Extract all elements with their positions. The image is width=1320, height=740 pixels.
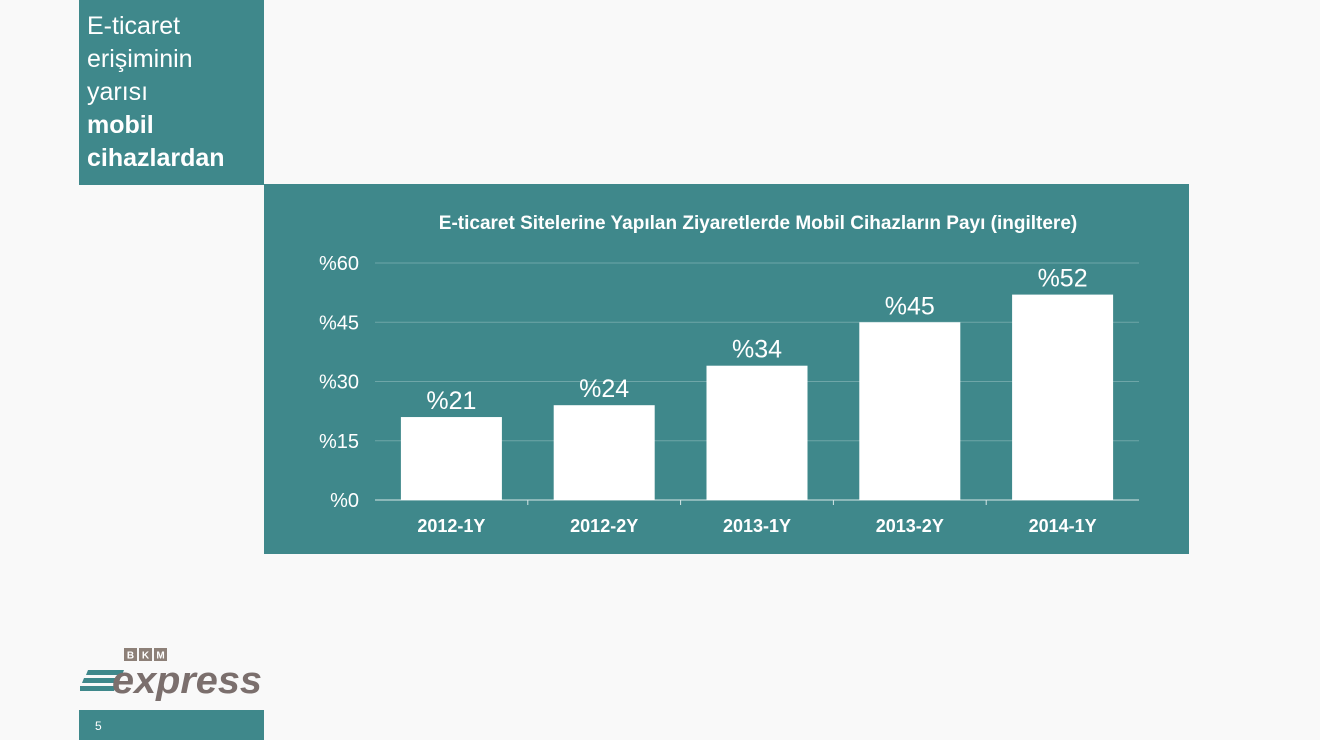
data-label: %52 — [1038, 265, 1088, 293]
x-tick-label: 2013-1Y — [723, 516, 791, 536]
slide-title: E-ticaret erişiminin yarısı mobil cihazl… — [79, 0, 264, 185]
title-line-bold: mobil — [87, 111, 154, 139]
bar-chart: E-ticaret Sitelerine Yapılan Ziyaretlerd… — [319, 213, 1139, 536]
data-label: %45 — [885, 292, 935, 320]
svg-text:M: M — [156, 651, 164, 662]
chart-panel: E-ticaret Sitelerine Yapılan Ziyaretlerd… — [264, 184, 1189, 554]
svg-text:B: B — [127, 651, 134, 662]
page-number-box: 5 — [79, 710, 264, 740]
svg-text:express: express — [112, 660, 262, 702]
y-tick-label: %30 — [319, 372, 359, 394]
data-label: %24 — [579, 375, 629, 403]
svg-text:K: K — [142, 651, 150, 662]
bkm-letter-boxes: B K M — [124, 648, 167, 662]
chart-title: E-ticaret Sitelerine Yapılan Ziyaretlerd… — [439, 213, 1077, 234]
x-tick-label: 2012-2Y — [570, 516, 638, 536]
y-tick-label: %45 — [319, 312, 359, 334]
data-label: %34 — [732, 336, 782, 364]
y-tick-label: %60 — [319, 253, 359, 275]
title-line: erişiminin — [87, 45, 193, 73]
title-line-bold: cihazlardan — [87, 144, 225, 172]
y-tick-label: %0 — [330, 490, 359, 512]
bkm-express-logo: B K M express — [78, 648, 266, 704]
data-label: %21 — [426, 387, 476, 415]
bar — [706, 365, 808, 500]
x-tick-label: 2014-1Y — [1029, 516, 1097, 536]
x-tick-label: 2012-1Y — [417, 516, 485, 536]
page-number: 5 — [95, 719, 102, 733]
bar — [1012, 294, 1114, 500]
bar — [859, 322, 961, 500]
bar — [553, 405, 655, 500]
title-line: E-ticaret — [87, 12, 181, 40]
speed-lines — [78, 670, 124, 691]
y-tick-label: %15 — [319, 431, 359, 453]
x-tick-label: 2013-2Y — [876, 516, 944, 536]
bar — [400, 417, 502, 500]
title-line: yarısı — [87, 78, 149, 106]
